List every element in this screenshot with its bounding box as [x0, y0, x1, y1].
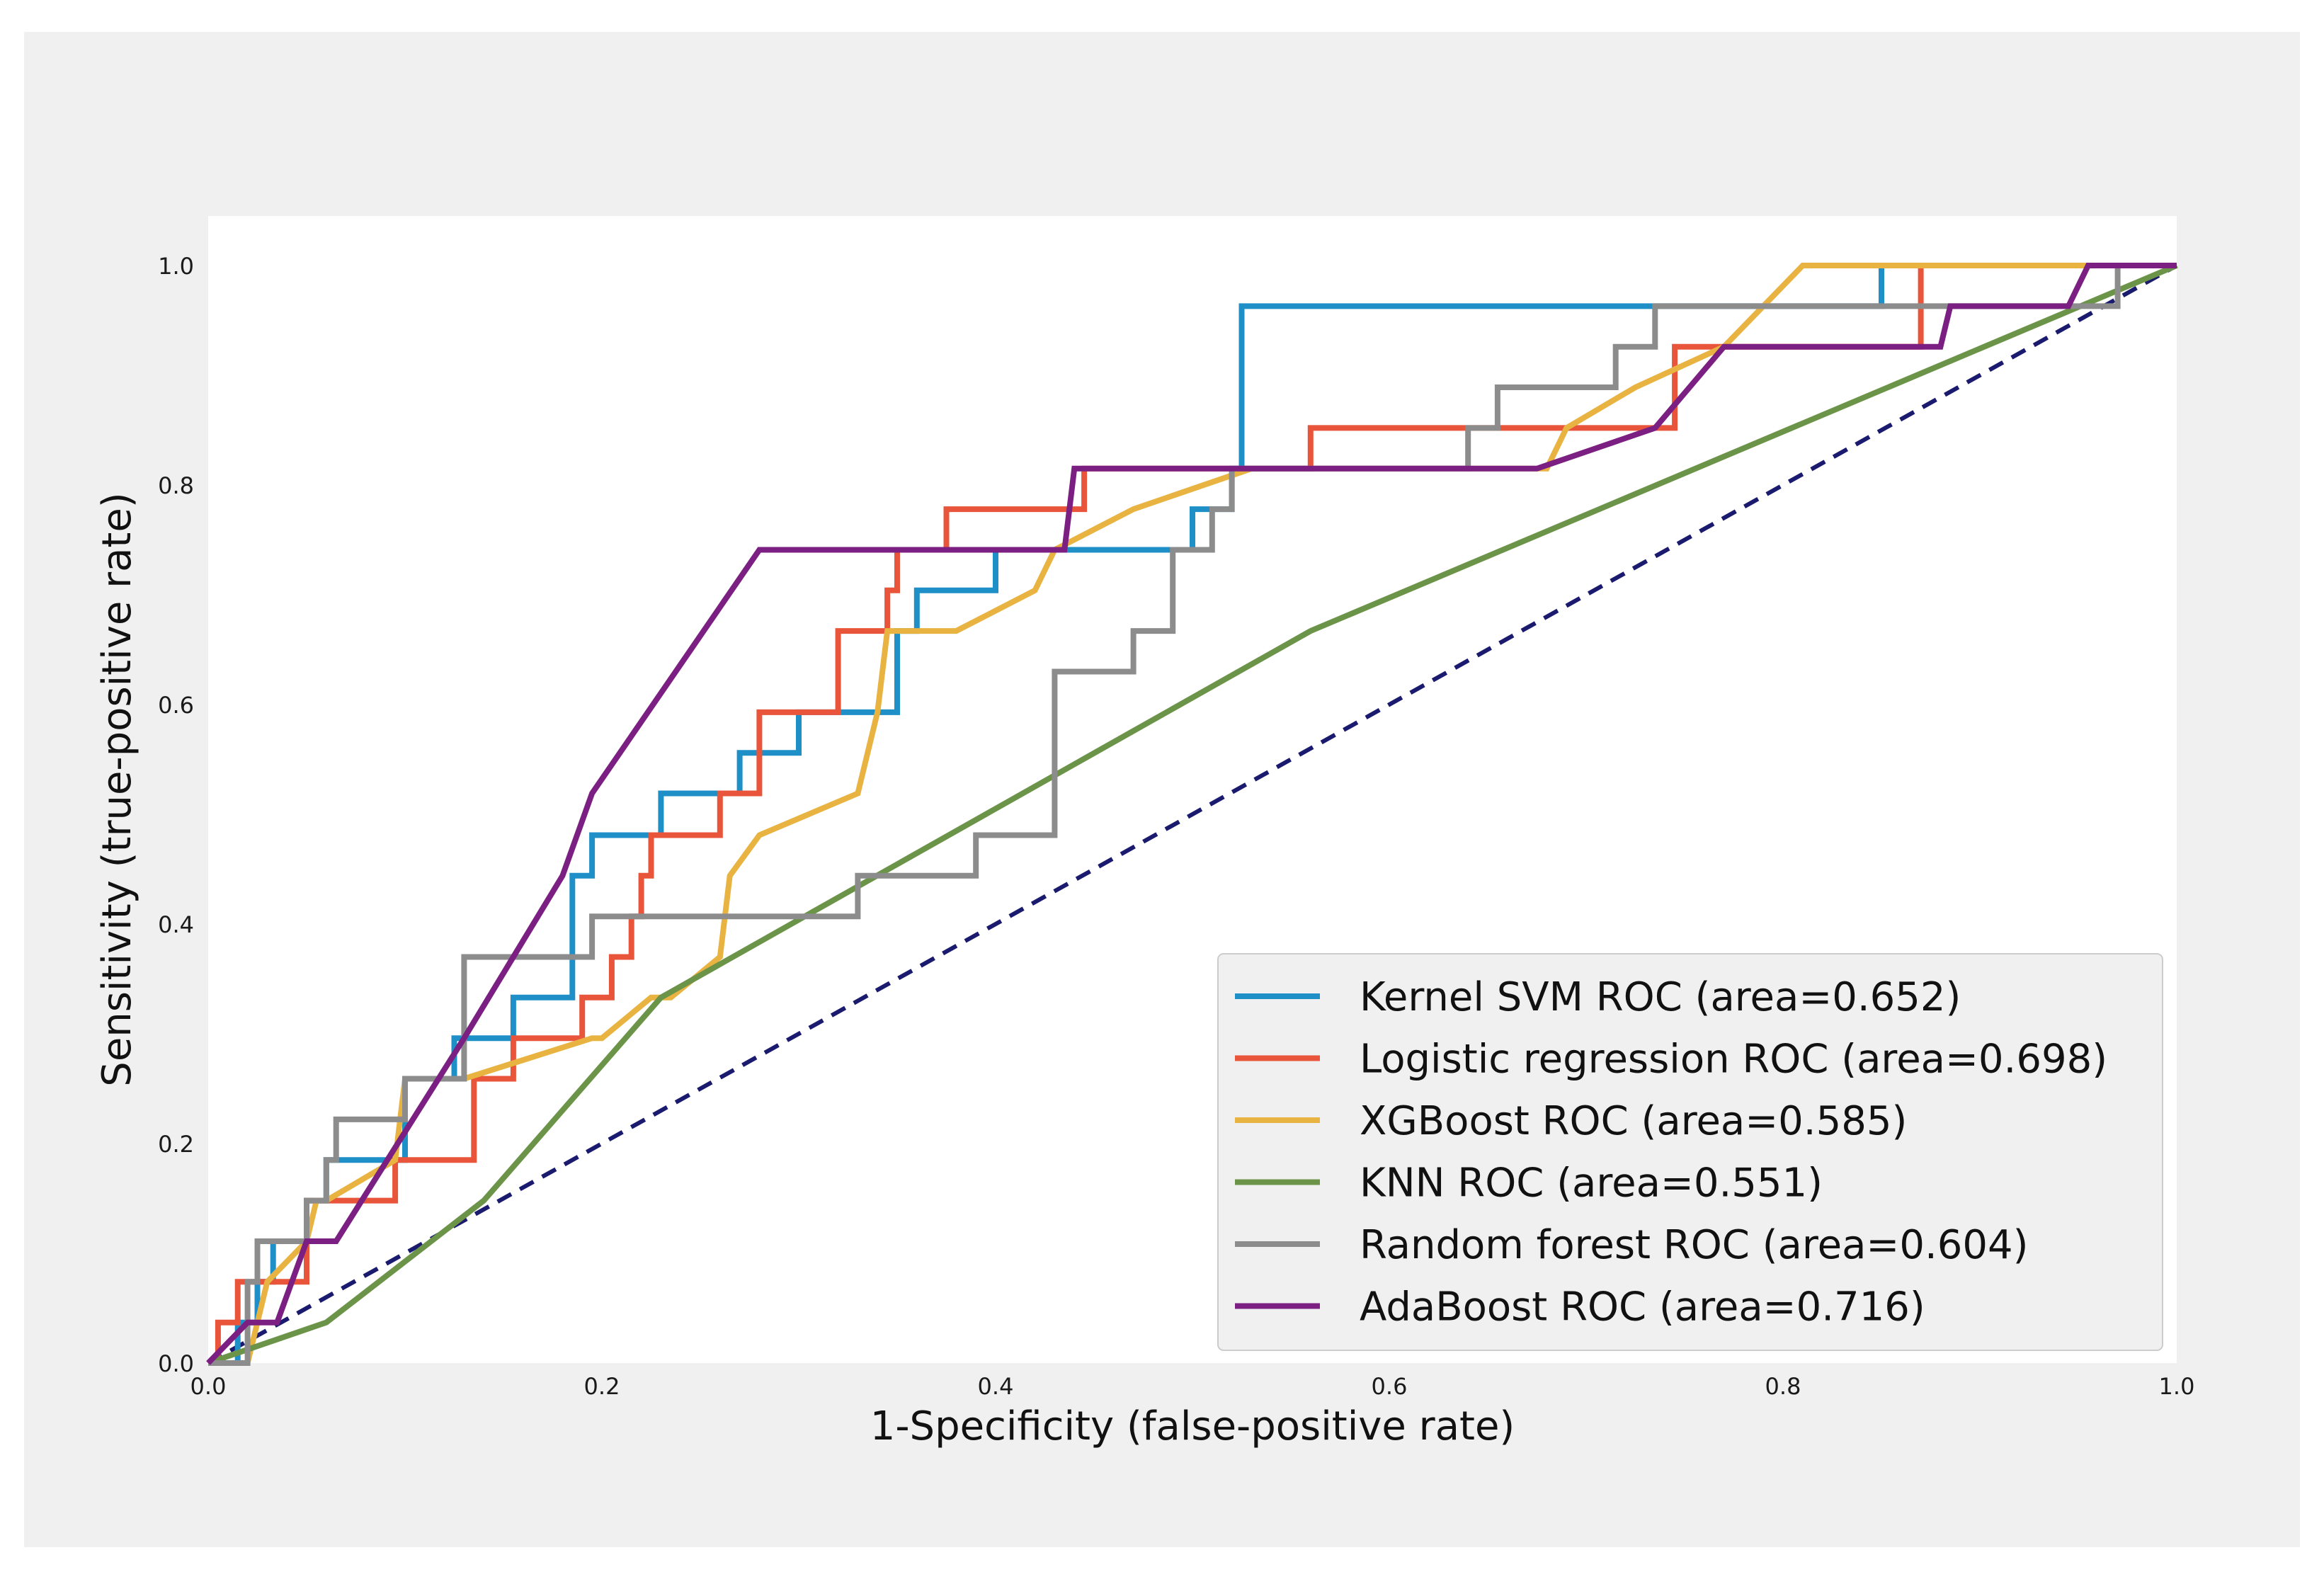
x-tick-label: 1.0 [2159, 1373, 2195, 1400]
legend-label-kernel-svm-roc: Kernel SVM ROC (area=0.652) [1360, 974, 1961, 1020]
series-line-knn-roc [207, 263, 2178, 1366]
x-tick-label: 0.4 [978, 1373, 1014, 1400]
roc-chart: 0.0 0.2 0.4 0.6 0.8 1.0 0.0 0.2 0.4 0.6 0.8 1.0 1-S… [94, 216, 2194, 1449]
legend: Kernel SVM ROC (area=0.652) Logistic regr… [1217, 953, 2163, 1351]
y-tick-label: 0.6 [158, 692, 194, 719]
y-tick-label: 0.8 [158, 472, 194, 499]
chance-diagonal-line [207, 263, 2178, 1365]
legend-label-xgboost-roc: XGBoost ROC (area=0.585) [1360, 1098, 1907, 1144]
series-line-adaboost-roc [206, 263, 2177, 1365]
x-tick-label: 0.8 [1765, 1373, 1801, 1400]
legend-label-knn-roc: KNN ROC (area=0.551) [1360, 1161, 1823, 1207]
x-tick-label: 0.0 [190, 1373, 227, 1400]
series-line-logistic-regression-roc [208, 263, 2177, 1366]
figure-background: 0.0 0.2 0.4 0.6 0.8 1.0 0.0 0.2 0.4 0.6 0.8 1.0 1-S… [24, 32, 2300, 1547]
legend-label-logistic-regression-roc: Logistic regression ROC (area=0.698) [1360, 1037, 2107, 1083]
series-line-random-forest-roc [208, 263, 2177, 1366]
x-tick-label: 0.6 [1372, 1373, 1408, 1400]
legend-label-random-forest-roc: Random forest ROC (area=0.604) [1360, 1222, 2029, 1268]
curves-group [206, 263, 2178, 1366]
legend-label-adaboost-roc: AdaBoost ROC (area=0.716) [1360, 1284, 1925, 1330]
ticks-group: 0.0 0.2 0.4 0.6 0.8 1.0 0.0 0.2 0.4 0.6 0.8 1.0 [158, 253, 2194, 1400]
legend-box [1217, 953, 2163, 1351]
y-tick-label: 0.4 [158, 911, 194, 938]
x-axis-label: 1-Specificity (false-positive rate) [870, 1403, 1515, 1449]
y-axis-label: Sensitivity (true-positive rate) [94, 492, 140, 1086]
y-tick-label: 0.0 [158, 1350, 194, 1377]
y-tick-label: 0.2 [158, 1131, 194, 1158]
y-tick-label: 1.0 [158, 253, 194, 280]
x-tick-label: 0.2 [584, 1373, 620, 1400]
